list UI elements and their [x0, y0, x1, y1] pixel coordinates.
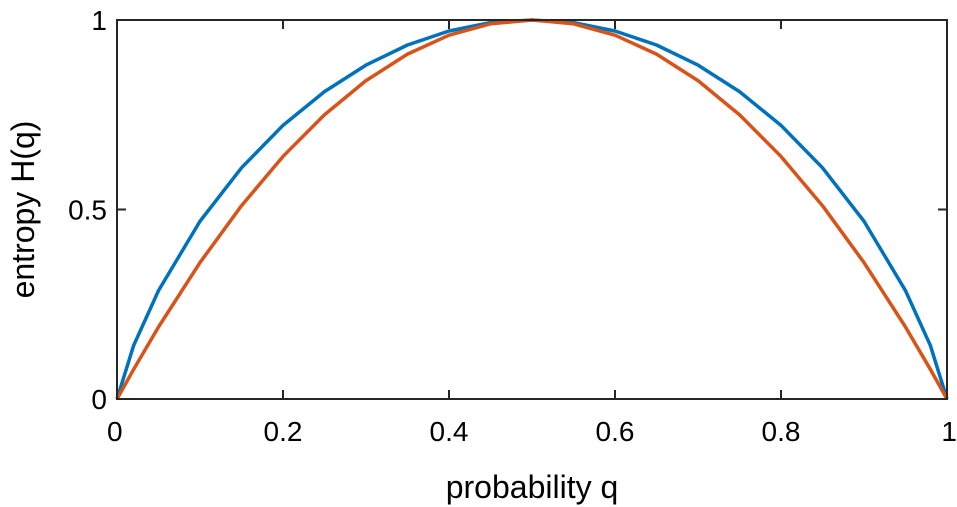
x-tick-label: 1 — [941, 416, 957, 447]
y-tick-label: 0 — [91, 384, 107, 415]
x-axis-label: probability q — [446, 469, 619, 505]
x-tick-label: 0.4 — [430, 416, 469, 447]
x-tick-label: 0.2 — [264, 416, 303, 447]
x-tick-label: 0.6 — [596, 416, 635, 447]
series-layer — [115, 18, 949, 400]
axes-box — [116, 19, 948, 400]
y-tick-label: 1 — [91, 5, 107, 36]
series-line-2 — [115, 18, 949, 400]
x-tick-label: 0.8 — [762, 416, 801, 447]
series-line-1 — [115, 18, 949, 400]
x-tick-label: 0 — [107, 416, 123, 447]
tick-layer: 0 0.2 0.4 0.6 0.8 1 0 0.5 1 — [68, 5, 957, 447]
y-axis-label: entropy H(q) — [5, 121, 41, 299]
y-tick-label: 0.5 — [68, 195, 107, 226]
